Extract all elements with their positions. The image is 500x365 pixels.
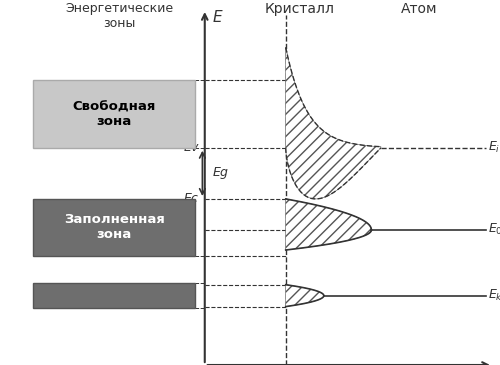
Text: $E_k$: $E_k$ [488, 288, 500, 303]
Text: Атом: Атом [401, 2, 438, 16]
Text: $Ev$: $Ev$ [182, 141, 200, 154]
Text: Кристалл: Кристалл [265, 2, 335, 16]
Bar [34, 80, 195, 148]
Text: Заполненная
зона: Заполненная зона [64, 213, 164, 241]
Text: $Ec$: $Ec$ [184, 192, 200, 205]
Bar [34, 199, 195, 255]
Text: $E_i$: $E_i$ [488, 140, 500, 155]
Text: $E$: $E$ [212, 9, 224, 25]
Bar [34, 283, 195, 308]
Text: Энергетические
зоны: Энергетические зоны [65, 2, 173, 30]
Text: $Eg$: $Eg$ [212, 165, 230, 181]
Text: Свободная
зона: Свободная зона [72, 100, 156, 128]
Text: $E_0$: $E_0$ [488, 222, 500, 238]
